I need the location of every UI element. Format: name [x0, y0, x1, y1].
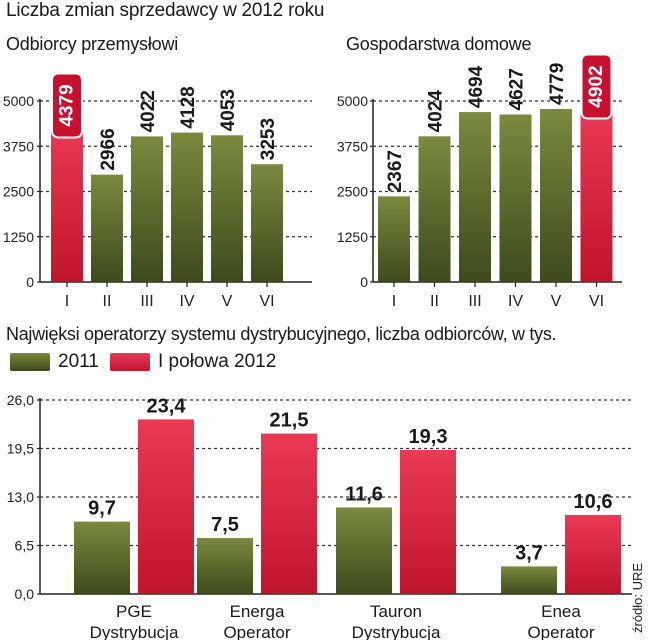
legend-label-2012: I połowa 2012 [158, 351, 277, 372]
bar [211, 135, 243, 282]
y-tick-label: 1250 [3, 229, 34, 245]
x-tick-label: II [430, 293, 439, 310]
y-tick-label: 2500 [3, 184, 34, 200]
bar [171, 132, 203, 282]
x-category-label: PGE [116, 602, 152, 621]
x-tick-label: I [392, 293, 396, 310]
bar-2011 [74, 521, 130, 594]
data-label: 4022 [138, 90, 159, 132]
x-tick-label: IV [179, 293, 194, 310]
y-tick-label: 2500 [337, 184, 368, 200]
x-tick-label: V [551, 293, 562, 310]
y-tick-label: 0 [26, 274, 34, 290]
x-tick-label: V [222, 293, 233, 310]
y-tick-label: 26,0 [7, 392, 34, 408]
chart1-title: Odbiorcy przemysłowi [6, 34, 179, 54]
figure-title: Liczba zmian sprzedawcy w 2012 roku [6, 0, 325, 21]
x-tick-label: III [468, 293, 481, 310]
value-badge [51, 72, 83, 139]
data-label: 21,5 [270, 410, 309, 432]
legend-label-2011: 2011 [58, 351, 99, 372]
data-label: 9,7 [88, 498, 116, 520]
x-tick-label: III [140, 293, 153, 310]
bar [91, 174, 123, 282]
bar-2012 [261, 433, 317, 594]
data-label: 4779 [547, 63, 568, 105]
bar-2011 [501, 566, 557, 594]
y-tick-label: 0 [360, 274, 368, 290]
legend-item-2011: 2011 [10, 351, 99, 373]
bar-2012 [565, 514, 621, 594]
y-tick-label: 3750 [337, 138, 368, 154]
y-tick-label: 0,0 [15, 586, 35, 602]
bar-highlight [51, 123, 83, 283]
y-tick-label: 5000 [337, 93, 368, 109]
bar-2012 [400, 449, 456, 594]
chart3-title: Najwięksi operatorzy systemu dystrybucyj… [6, 324, 557, 344]
data-label: 2367 [385, 150, 406, 192]
legend-swatch-red [110, 353, 150, 371]
x-tick-label: I [65, 293, 69, 310]
data-label: 4627 [507, 68, 528, 110]
x-tick-label: VI [259, 293, 274, 310]
bar-2011 [197, 538, 253, 594]
x-category-label: Tauron [370, 602, 422, 621]
source-note: źródło: URE [630, 562, 645, 633]
bar [540, 109, 572, 282]
x-tick-label: VI [589, 293, 604, 310]
bar-2011 [336, 507, 392, 594]
data-label: 11,6 [345, 483, 383, 505]
y-tick-label: 6,5 [15, 538, 35, 554]
bar [378, 196, 410, 282]
y-tick-label: 5000 [3, 93, 34, 109]
x-category-label: Operator [223, 623, 290, 640]
data-label: 2966 [98, 128, 119, 170]
data-label: 7,5 [211, 514, 239, 536]
data-label: 4694 [466, 65, 487, 108]
x-category-label: Dystrybucja [90, 623, 179, 640]
x-tick-label: II [103, 293, 112, 310]
data-label: 4379 [57, 84, 78, 126]
data-label: 4024 [426, 90, 447, 133]
bar [251, 164, 283, 282]
bar [418, 136, 451, 282]
data-label: 4053 [218, 89, 239, 131]
bar-2012 [138, 419, 194, 594]
x-category-label: Dystrybucja [352, 623, 441, 640]
y-tick-label: 1250 [337, 229, 368, 245]
bar-highlight [580, 104, 613, 282]
bar [131, 136, 163, 282]
x-tick-label: IV [508, 293, 523, 310]
y-tick-label: 3750 [3, 138, 34, 154]
value-badge [580, 53, 613, 120]
x-category-label: Enea [541, 602, 581, 621]
data-label: 3,7 [515, 542, 543, 564]
bar [499, 114, 532, 283]
data-label: 3253 [258, 118, 279, 160]
data-label: 4128 [178, 86, 199, 128]
y-tick-label: 13,0 [7, 489, 34, 505]
legend-item-2012: I połowa 2012 [110, 351, 276, 373]
x-category-label: Energa [230, 602, 285, 621]
data-label: 19,3 [409, 426, 448, 448]
y-tick-label: 19,5 [7, 441, 34, 457]
data-label: 10,6 [574, 491, 613, 513]
x-category-label: Operator [527, 623, 594, 640]
bar [459, 112, 491, 282]
data-label: 23,4 [147, 395, 187, 417]
data-label: 4902 [586, 65, 607, 107]
legend-swatch-green [10, 353, 50, 371]
chart2-title: Gospodarstwa domowe [346, 34, 532, 54]
